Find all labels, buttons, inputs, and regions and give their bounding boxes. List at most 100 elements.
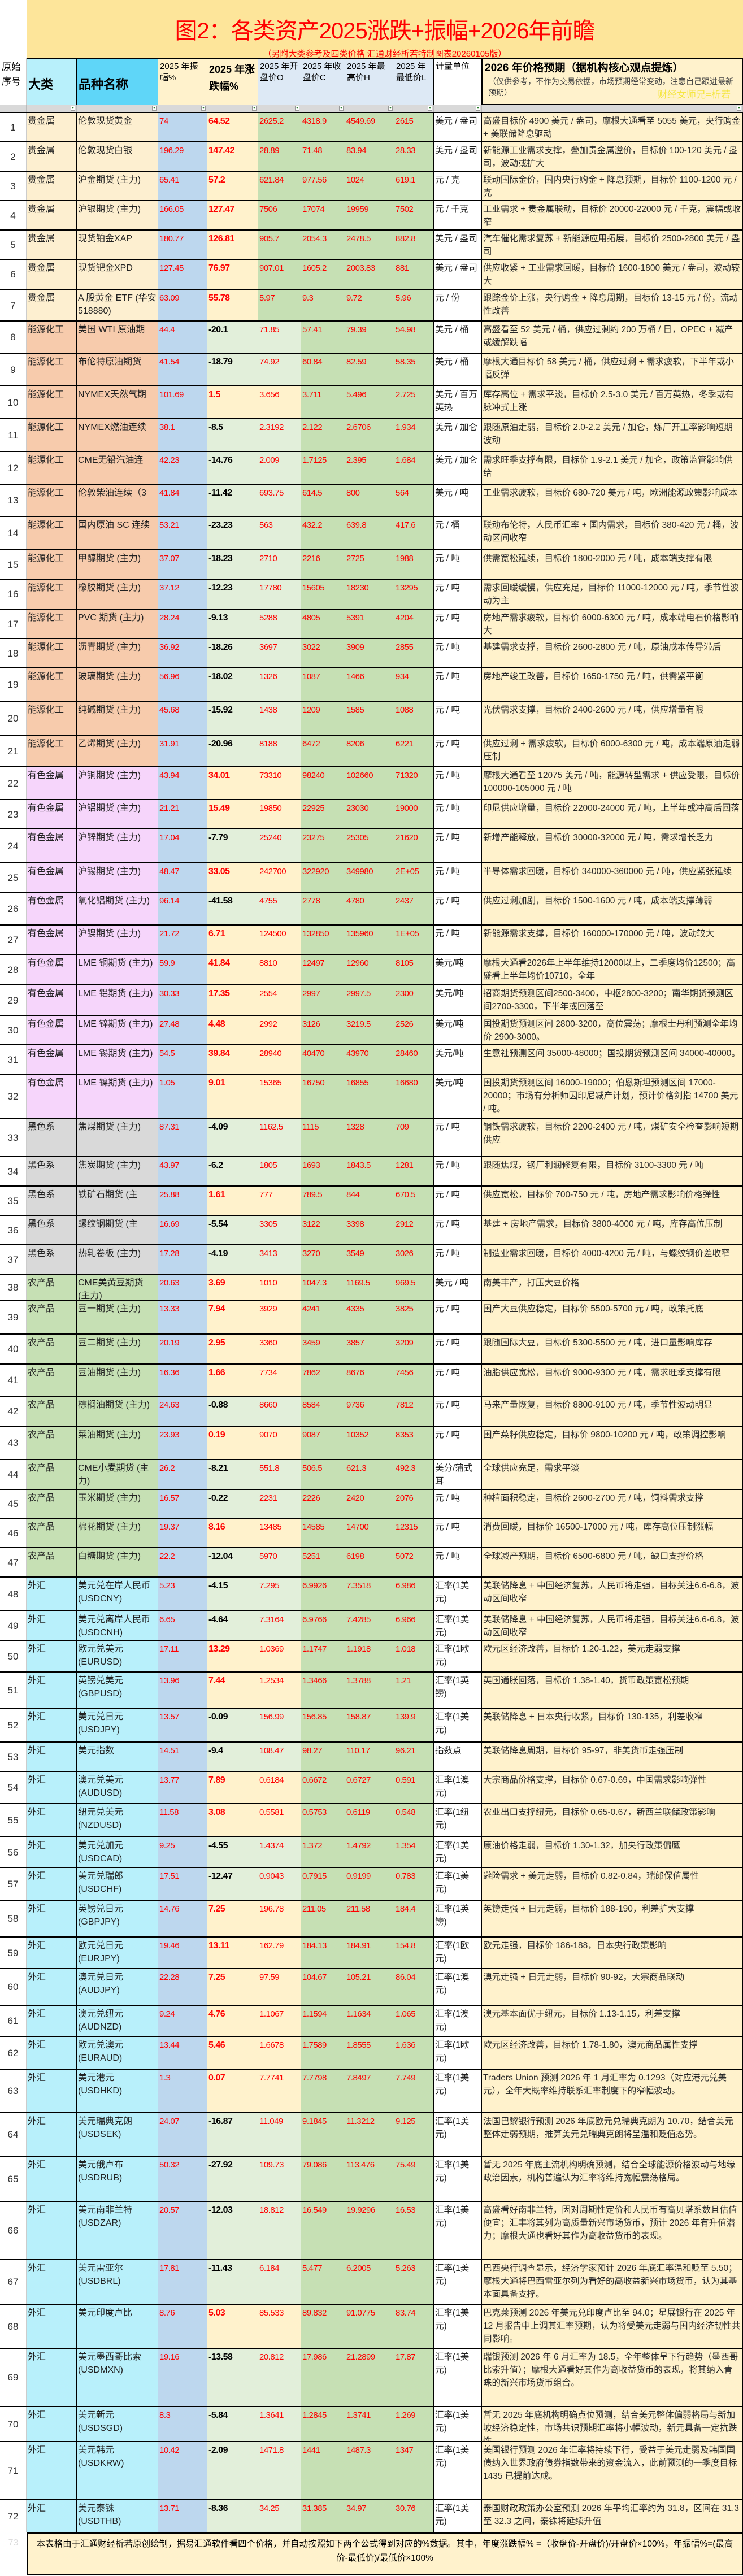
- filter-dropdown-icon[interactable]: ▾: [152, 106, 157, 111]
- open-price-cell: 19850: [258, 800, 301, 828]
- header-name[interactable]: 品种名称: [77, 58, 158, 105]
- high-price-cell: 1328: [345, 1119, 394, 1156]
- low-price-cell: 7812: [394, 1397, 434, 1426]
- high-price-cell: 1.3741: [345, 2407, 394, 2441]
- low-price-cell: 13295: [394, 580, 434, 609]
- open-price-cell: 777: [258, 1187, 301, 1215]
- name-cell: 欧元兑澳元 (EURAUD): [77, 2037, 158, 2069]
- category-cell: 能源化工: [27, 485, 77, 516]
- low-price-cell: 96.21: [394, 1743, 434, 1771]
- category-cell: 外汇: [27, 1641, 77, 1671]
- table-row: 49 外汇 美元兑离岸人民币 (USDCNH) 6.65 -4.64 7.3164 6.97…: [0, 1610, 743, 1640]
- unit-cell: 元 / 吨: [434, 736, 482, 766]
- low-price-cell: 2.725: [394, 386, 434, 418]
- close-price-cell: 17074: [301, 201, 345, 229]
- low-price-cell: 8353: [394, 1427, 434, 1459]
- category-cell: 有色金属: [27, 955, 77, 984]
- low-price-cell: 7502: [394, 201, 434, 229]
- row-seq: 33: [0, 1119, 27, 1156]
- close-price-cell: 2226: [301, 1490, 345, 1518]
- change-cell: -18.02: [207, 668, 258, 701]
- header-change[interactable]: 2025 年涨跌幅%: [207, 58, 258, 105]
- category-cell: 外汇: [27, 2305, 77, 2348]
- high-price-cell: 0.6727: [345, 1772, 394, 1803]
- header-low[interactable]: 2025 年最低价L: [394, 58, 434, 105]
- header-high[interactable]: 2025 年最高价H: [345, 58, 394, 105]
- unit-cell: 汇率(1美元): [434, 2202, 482, 2259]
- header-category[interactable]: 大类: [27, 58, 77, 105]
- high-price-cell: 19959: [345, 201, 394, 229]
- close-price-cell: 1115: [301, 1119, 345, 1156]
- forecast-cell: 房地产竣工改善，目标价 1650-1750 元 / 吨，供需紧平衡: [482, 668, 743, 701]
- filter-cell: ▾: [394, 105, 434, 112]
- header-close[interactable]: 2025 年收盘价C: [301, 58, 345, 105]
- footer-seq: 73: [8, 2538, 19, 2548]
- high-price-cell: 1487.3: [345, 2442, 394, 2499]
- filter-dropdown-icon[interactable]: ▾: [295, 106, 299, 111]
- unit-cell: 美元 / 桶: [434, 322, 482, 353]
- filter-dropdown-icon[interactable]: ▾: [201, 106, 206, 111]
- category-cell: 农产品: [27, 1490, 77, 1518]
- table-row: 35 黑色系 铁矿石期货 (主 25.88 1.61 777 789.5 844 670.5 元 …: [0, 1185, 743, 1215]
- table-row: 44 农产品 CME小麦期货 (主力) 26.2 -8.21 551.8 506.5 621.…: [0, 1459, 743, 1489]
- amplitude-cell: 44.4: [158, 322, 207, 353]
- header-unit[interactable]: 计量单位: [434, 58, 482, 105]
- name-cell: 美元瑞典克朗 (USDSEK): [77, 2113, 158, 2156]
- row-seq: 9: [0, 354, 27, 385]
- low-price-cell: 1347: [394, 2442, 434, 2499]
- header-amplitude[interactable]: 2025 年振幅%: [158, 58, 207, 105]
- forecast-cell: 库存高位 + 需求平淡，目标价 2.5-3.0 美元 / 百万英热，冬季或有脉冲…: [482, 386, 743, 418]
- filter-dropdown-icon[interactable]: ▾: [339, 106, 344, 111]
- change-cell: -18.23: [207, 550, 258, 579]
- change-cell: 0.07: [207, 2070, 258, 2112]
- filter-dropdown-icon[interactable]: ▾: [476, 106, 480, 111]
- filter-cell: ▾: [345, 105, 394, 112]
- filter-dropdown-icon[interactable]: ▾: [388, 106, 393, 111]
- forecast-cell: 摩根大通目标价 58 美元 / 桶，供应过剩 + 需求疲软，下半年或小幅反弹: [482, 354, 743, 385]
- amplitude-cell: 13.33: [158, 1301, 207, 1333]
- close-price-cell: 6472: [301, 736, 345, 766]
- header-seq[interactable]: 原始序号: [0, 58, 27, 105]
- forecast-cell: 美联储降息 + 中国经济复苏，人民币将走强，目标关注6.6-6.8，波动区间收窄: [482, 1578, 743, 1610]
- low-price-cell: 4204: [394, 610, 434, 638]
- low-price-cell: 2076: [394, 1490, 434, 1518]
- open-price-cell: 20.812: [258, 2349, 301, 2406]
- filter-dropdown-icon[interactable]: ▾: [737, 106, 741, 111]
- amplitude-cell: 20.63: [158, 1275, 207, 1300]
- filter-dropdown-icon[interactable]: ▾: [428, 106, 432, 111]
- high-price-cell: 10352: [345, 1427, 394, 1459]
- filter-dropdown-icon[interactable]: ▾: [71, 106, 75, 111]
- signature-watermark: 财经女师兄=析若: [658, 89, 731, 100]
- forecast-cell: 法国巴黎银行预测 2026 年底欧元兑瑞典克朗为 10.70，结合美元整体走弱预…: [482, 2113, 743, 2156]
- amplitude-cell: 54.5: [158, 1045, 207, 1074]
- low-price-cell: 934: [394, 668, 434, 701]
- low-price-cell: 1.934: [394, 419, 434, 451]
- close-price-cell: 104.67: [301, 1969, 345, 2005]
- change-cell: -12.03: [207, 2202, 258, 2259]
- amplitude-cell: 11.58: [158, 1804, 207, 1836]
- filter-dropdown-icon[interactable]: ▾: [252, 106, 257, 111]
- row-seq: 56: [0, 1837, 27, 1867]
- change-cell: -13.58: [207, 2349, 258, 2406]
- forecast-cell: 印尼供应增量，目标价 22000-24000 元 / 吨，上半年或冲高后回落: [482, 800, 743, 828]
- amplitude-cell: 24.63: [158, 1397, 207, 1426]
- category-cell: 外汇: [27, 2349, 77, 2406]
- header-open[interactable]: 2025 年开盘价O: [258, 58, 301, 105]
- open-price-cell: 7.7741: [258, 2070, 301, 2112]
- category-cell: 能源化工: [27, 354, 77, 385]
- header-forecast[interactable]: 2026 年价格预期（据机构核心观点提炼） （仅供参考，不作为交易依据，市场预期…: [482, 58, 743, 105]
- close-price-cell: 322920: [301, 863, 345, 892]
- name-cell: 美元兑瑞郎 (USDCHF): [77, 1868, 158, 1900]
- table-row: 53 外汇 美元指数 14.51 -9.4 108.47 98.27 110.17 96.21 指…: [0, 1741, 743, 1771]
- name-cell: 美元南非兰特 (USDZAR): [77, 2202, 158, 2259]
- row-seq: 47: [0, 1548, 27, 1576]
- high-price-cell: 2.395: [345, 452, 394, 484]
- category-cell: 农产品: [27, 1335, 77, 1363]
- category-cell: 外汇: [27, 2407, 77, 2441]
- close-price-cell: 1441: [301, 2442, 345, 2499]
- category-cell: 黑色系: [27, 1119, 77, 1156]
- amplitude-cell: 19.16: [158, 2349, 207, 2406]
- change-cell: -4.09: [207, 1119, 258, 1156]
- unit-cell: 汇率(1美元): [434, 1709, 482, 1741]
- open-price-cell: 5970: [258, 1548, 301, 1576]
